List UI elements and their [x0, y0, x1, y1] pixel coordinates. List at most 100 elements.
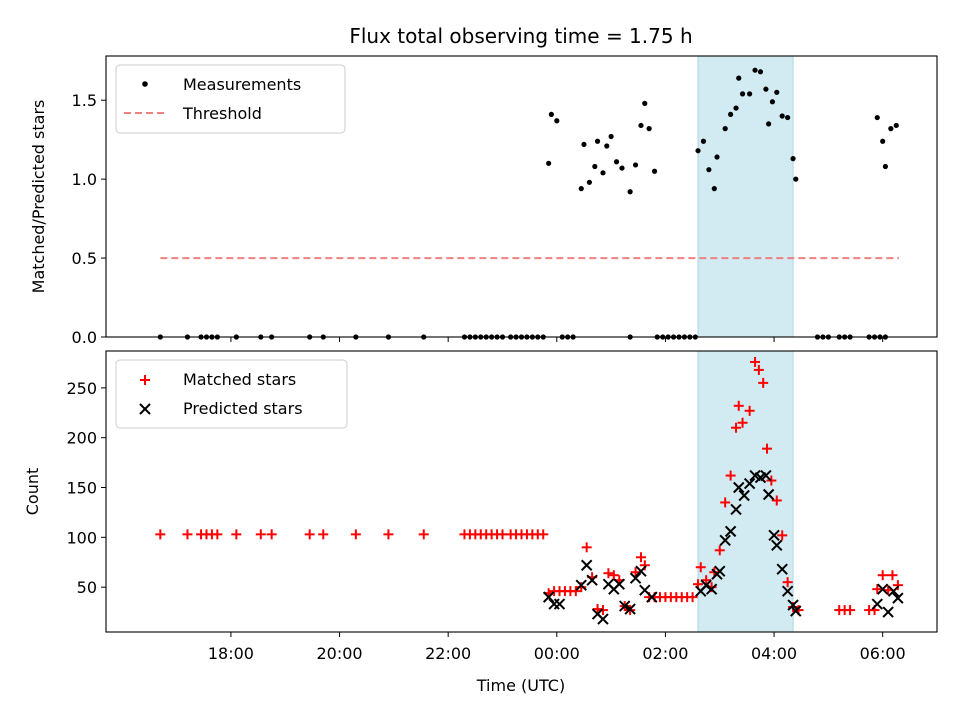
- measurement-point: [763, 86, 769, 92]
- measurement-point: [642, 100, 648, 106]
- matched-star-point: [761, 443, 772, 454]
- measurement-point: [882, 163, 889, 170]
- measurement-point: [880, 138, 886, 144]
- matched-star-point: [725, 470, 736, 481]
- predicted-star-point: [597, 613, 609, 625]
- predicted-star-point: [892, 592, 904, 604]
- matched-star-point: [182, 529, 193, 540]
- measurement-point: [586, 179, 592, 185]
- measurement-point: [638, 122, 644, 129]
- y-tick-label: 1.5: [72, 91, 97, 110]
- measurement-point: [646, 126, 652, 132]
- measurement-point: [554, 118, 560, 124]
- predicted-star-point: [743, 477, 756, 490]
- matched-star-point: [731, 422, 742, 433]
- matched-star-point: [758, 377, 769, 388]
- y-tick-label: 250: [66, 379, 97, 398]
- measurement-point: [769, 99, 776, 105]
- predicted-star-point: [624, 603, 636, 615]
- measurement-point: [706, 167, 712, 173]
- x-tick-label: 06:00: [860, 644, 906, 663]
- matched-star-point: [877, 570, 888, 581]
- measurement-point: [592, 163, 598, 170]
- measurement-point: [757, 69, 764, 75]
- measurement-point: [752, 67, 758, 73]
- matched-star-point: [318, 529, 329, 540]
- legend-measurements-label: Measurements: [183, 75, 301, 94]
- measurement-point: [600, 170, 606, 176]
- measurement-point: [747, 91, 753, 97]
- measurement-point: [722, 126, 728, 132]
- top-legend: Measurements Threshold: [115, 64, 346, 134]
- matched-star-point: [892, 580, 903, 591]
- measurement-point: [728, 111, 734, 118]
- predicted-star-point: [876, 583, 889, 595]
- x-tick-label: 20:00: [316, 644, 362, 663]
- y-tick-label: 50: [77, 578, 97, 597]
- matched-star-point: [887, 570, 898, 581]
- measurement-point: [546, 160, 552, 166]
- bottom-legend-box: [115, 359, 348, 429]
- legend-predicted-label: Predicted stars: [183, 399, 303, 418]
- matched-star-point: [845, 605, 856, 616]
- top-y-axis-label: Matched/Predicted stars: [29, 100, 48, 294]
- y-tick-label: 0.0: [72, 328, 97, 347]
- measurement-point: [739, 91, 746, 97]
- matched-star-point: [538, 529, 549, 540]
- bottom-legend: Matched stars Predicted stars: [115, 359, 348, 429]
- matched-star-point: [212, 529, 223, 540]
- x-tick-label: 18:00: [208, 644, 254, 663]
- matched-star-point: [737, 417, 748, 428]
- predicted-star-point: [705, 583, 718, 595]
- matched-star-point: [744, 405, 755, 416]
- legend-matched-marker: [140, 375, 150, 385]
- measurement-point: [604, 143, 610, 149]
- predicted-star-point: [724, 525, 737, 538]
- matched-star-point: [418, 529, 429, 540]
- x-tick-label: 22:00: [425, 644, 471, 663]
- top-legend-box: [115, 64, 346, 134]
- measurement-point: [711, 186, 717, 192]
- predicted-star-point: [575, 579, 587, 591]
- measurement-point: [785, 114, 791, 121]
- predicted-star-point: [781, 585, 794, 597]
- predicted-star-point: [762, 488, 775, 501]
- bottom-subplot: 50 100 150 200 250 18:00 20:00 22:00 00:00 02:00…: [23, 350, 938, 695]
- legend-threshold-label: Threshold: [182, 104, 262, 123]
- matched-star-point: [872, 584, 883, 595]
- y-tick-label: 1.0: [72, 170, 97, 189]
- predicted-star-point: [887, 585, 900, 597]
- predicted-star-point: [714, 565, 726, 577]
- predicted-stars-points: [542, 469, 904, 625]
- measurement-point: [578, 186, 584, 192]
- measurement-point: [594, 138, 601, 144]
- measurement-point: [613, 159, 620, 165]
- predicted-star-point: [580, 559, 593, 571]
- top-x-ticks: [230, 337, 884, 342]
- predicted-star-point: [548, 598, 560, 610]
- y-tick-label: 200: [66, 429, 97, 448]
- predicted-star-point: [629, 572, 642, 584]
- measurement-point: [695, 148, 701, 154]
- predicted-star-point: [871, 598, 883, 610]
- x-tick-label: 00:00: [534, 644, 580, 663]
- measurement-point: [632, 162, 639, 168]
- predicted-star-point: [768, 529, 780, 542]
- predicted-star-point: [787, 599, 799, 611]
- matched-star-point: [350, 529, 361, 540]
- x-tick-label: 04:00: [751, 644, 797, 663]
- matched-star-point: [266, 529, 277, 540]
- measurement-point: [548, 111, 554, 118]
- chart-title: Flux total observing time = 1.75 h: [349, 24, 692, 48]
- predicted-star-point: [618, 600, 631, 612]
- measurement-point: [888, 126, 894, 132]
- measurement-point: [766, 121, 772, 127]
- y-tick-label: 100: [66, 528, 97, 547]
- predicted-star-point: [553, 598, 566, 610]
- measurement-point: [627, 189, 633, 195]
- top-axes-frame: [105, 55, 938, 338]
- highlight-span-rect: [697, 55, 794, 338]
- predicted-star-point: [776, 563, 788, 575]
- measurement-point: [619, 165, 625, 171]
